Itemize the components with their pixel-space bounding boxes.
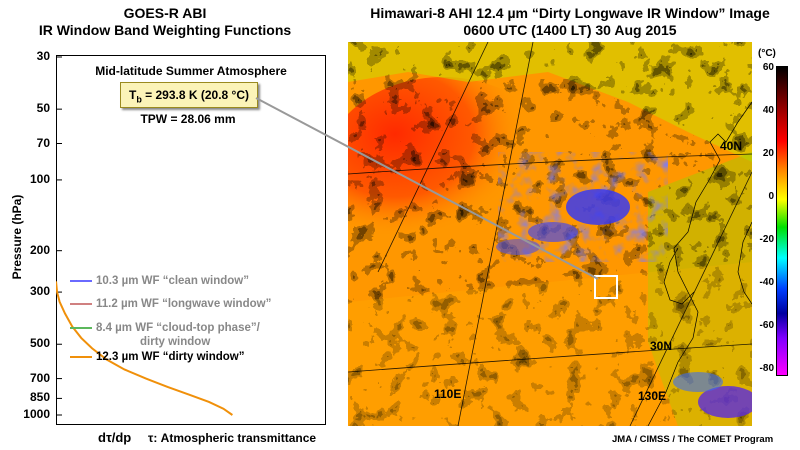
tpw-label: TPW = 28.06 mm	[140, 112, 236, 126]
satellite-image: 40N 30N 110E 130E	[348, 42, 752, 426]
left-title-line2: IR Window Band Weighting Functions	[38, 22, 292, 38]
right-title-line1: Himawari-8 AHI 12.4 µm “Dirty Longwave I…	[370, 5, 770, 21]
tb-value: 293.8 K (20.8 °C)	[155, 88, 250, 102]
weighting-function-plot	[56, 56, 233, 416]
y-tick-label: 30	[36, 49, 50, 63]
legend-line-dirty	[70, 356, 92, 358]
y-axis-label: Pressure (hPa)	[10, 194, 24, 280]
x-axis-label-right: τ: Atmospheric transmittance	[148, 431, 317, 445]
colorbar-tick-label: 0	[768, 191, 774, 202]
colorbar-tick-label: -60	[759, 320, 774, 331]
x-axis-label-left: dτ/dp	[98, 430, 132, 445]
right-title: Himawari-8 AHI 12.4 µm “Dirty Longwave I…	[340, 5, 800, 39]
left-title: GOES-R ABI IR Window Band Weighting Func…	[0, 5, 330, 39]
lon-label-130e: 130E	[638, 389, 666, 403]
colorbar	[776, 66, 788, 376]
legend-cloud-top: 8.4 µm WF “cloud-top phase”/	[96, 322, 260, 334]
credit: JMA / CIMSS / The COMET Program	[612, 434, 774, 445]
legend-line-clean	[70, 280, 92, 282]
colorbar-tick-label: 40	[762, 105, 774, 116]
legend-dirty: 12.3 µm WF “dirty window”	[96, 351, 245, 363]
colorbar-tick-label: 20	[762, 148, 774, 159]
y-tick-label: 100	[29, 171, 50, 186]
atmosphere-label: Mid-latitude Summer Atmosphere	[95, 64, 287, 78]
colorbar-unit: (°C)	[758, 48, 776, 59]
series-line-dirty-window	[56, 281, 233, 416]
legend-clean: 10.3 µm WF “clean window”	[96, 275, 249, 287]
tb-box: Tb = 293.8 K (20.8 °C)	[120, 82, 258, 108]
lat-label-30n: 30N	[650, 339, 672, 353]
y-tick-label: 50	[36, 101, 50, 116]
lat-label-40n: 40N	[720, 139, 742, 153]
y-tick-label: 200	[29, 242, 50, 257]
lon-label-110e: 110E	[434, 387, 461, 401]
colorbar-tick-label: -40	[759, 277, 774, 288]
y-tick-label: 1000	[23, 407, 50, 421]
y-tick-label: 70	[36, 135, 50, 150]
legend-longwave: 11.2 µm WF “longwave window”	[96, 298, 272, 310]
colorbar-tick-label: -80	[759, 363, 774, 374]
legend-cloud-top-line2: dirty window	[140, 336, 211, 348]
sample-box	[594, 275, 618, 299]
colorbar-tick-label: -20	[759, 234, 774, 245]
legend-line-longwave	[70, 303, 92, 305]
y-tick-label: 500	[29, 336, 50, 351]
y-tick-label: 850	[29, 390, 50, 405]
y-tick-label: 700	[29, 370, 50, 385]
right-title-line2: 0600 UTC (1400 LT) 30 Aug 2015	[463, 22, 677, 38]
coastline	[647, 101, 752, 426]
colorbar-tick-label: 60	[762, 62, 774, 73]
y-tick-label: 300	[29, 284, 50, 299]
left-title-line1: GOES-R ABI	[123, 5, 207, 21]
legend-line-cloud-top	[70, 327, 92, 329]
